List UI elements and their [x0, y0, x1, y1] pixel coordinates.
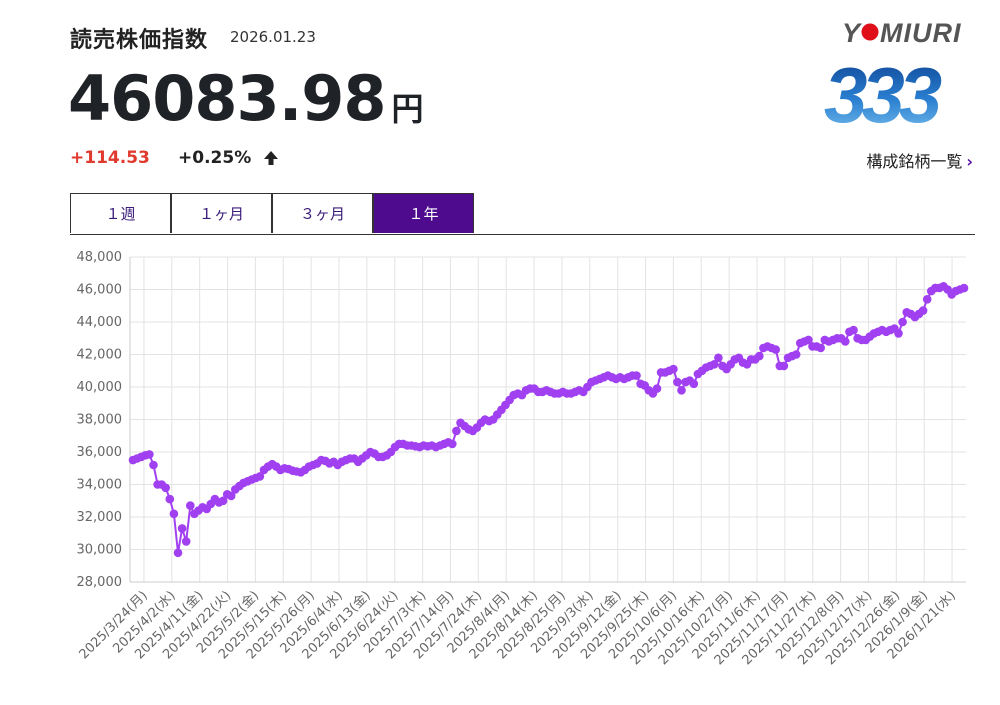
index-title: 読売株価指数	[70, 28, 209, 53]
data-point	[922, 295, 932, 304]
chevron-right-icon: ›	[966, 152, 973, 171]
data-point	[169, 509, 179, 519]
data-point	[632, 371, 641, 380]
data-point	[218, 496, 228, 506]
data-point	[898, 317, 907, 327]
constituents-label: 構成銘柄一覧	[866, 152, 963, 171]
tab-label: １ヶ月	[198, 205, 244, 223]
data-point	[771, 345, 780, 354]
red-dot-icon	[861, 23, 879, 41]
up-arrow-icon	[264, 151, 278, 165]
change-percent: +0.25%	[178, 148, 252, 168]
price-unit: 円	[391, 90, 424, 128]
price-block: 46083.98 円	[68, 62, 424, 135]
svg-text:MIURI: MIURI	[880, 18, 962, 48]
data-point	[652, 384, 662, 393]
data-point	[669, 364, 678, 374]
tab-1year[interactable]: １年	[373, 193, 474, 233]
data-point	[841, 337, 850, 346]
index-line-chart: 28,000 30,000 32,000 34,000 36,000 38,000 40,0…	[77, 250, 969, 668]
logo-letters: Y	[842, 18, 863, 48]
data-point	[755, 351, 764, 361]
data-point	[779, 361, 789, 371]
data-point	[710, 360, 719, 369]
logo-number: 333	[824, 51, 942, 128]
data-point	[689, 379, 699, 389]
y-tick-label: 42,000	[77, 348, 123, 363]
data-point	[181, 537, 191, 546]
data-point	[448, 439, 457, 449]
y-tick-label: 36,000	[77, 445, 123, 460]
data-point	[149, 460, 158, 470]
data-point	[894, 329, 903, 338]
y-tick-label: 46,000	[77, 283, 123, 298]
data-point	[177, 524, 187, 533]
data-point	[816, 343, 825, 353]
data-point	[255, 472, 265, 481]
y-tick-label: 44,000	[77, 315, 123, 330]
y-tick-label: 30,000	[77, 543, 123, 558]
index-price: 46083.98	[68, 62, 387, 135]
tab-label: １週	[105, 205, 136, 223]
tab-label: １年	[408, 205, 439, 223]
quote-date: 2026.01.23	[230, 28, 316, 46]
constituents-link[interactable]: 構成銘柄一覧 ›	[866, 148, 973, 172]
tab-3month[interactable]: ３ヶ月	[272, 193, 373, 233]
data-point	[849, 325, 858, 335]
change-value: +114.53	[70, 148, 150, 168]
yomiuri-333-logo: Y MIURI 333	[822, 18, 977, 139]
data-point	[804, 335, 813, 345]
data-point	[959, 283, 969, 293]
data-point	[452, 426, 461, 436]
svg-text:Y: Y	[842, 18, 863, 48]
data-point	[161, 483, 170, 493]
data-point	[918, 306, 928, 315]
data-point	[714, 353, 723, 363]
data-point	[186, 501, 195, 510]
logo-graphic: Y MIURI 333	[824, 18, 962, 139]
data-point	[173, 548, 183, 558]
tab-label: ３ヶ月	[299, 205, 345, 223]
tab-1month[interactable]: １ヶ月	[171, 193, 272, 233]
y-tick-label: 38,000	[77, 413, 123, 428]
data-point	[673, 377, 682, 387]
period-tabs: １週 １ヶ月 ３ヶ月 １年	[70, 193, 975, 235]
y-tick-label: 40,000	[77, 380, 123, 395]
data-point	[226, 491, 236, 501]
data-point	[145, 450, 154, 459]
y-tick-label: 48,000	[77, 250, 123, 265]
data-point	[677, 386, 686, 395]
gridlines	[130, 256, 966, 583]
data-point	[791, 350, 801, 359]
y-tick-label: 34,000	[77, 478, 123, 493]
tab-1week[interactable]: １週	[70, 193, 171, 233]
y-tick-label: 28,000	[77, 575, 123, 590]
y-tick-label: 32,000	[77, 510, 123, 525]
data-point	[165, 494, 175, 504]
